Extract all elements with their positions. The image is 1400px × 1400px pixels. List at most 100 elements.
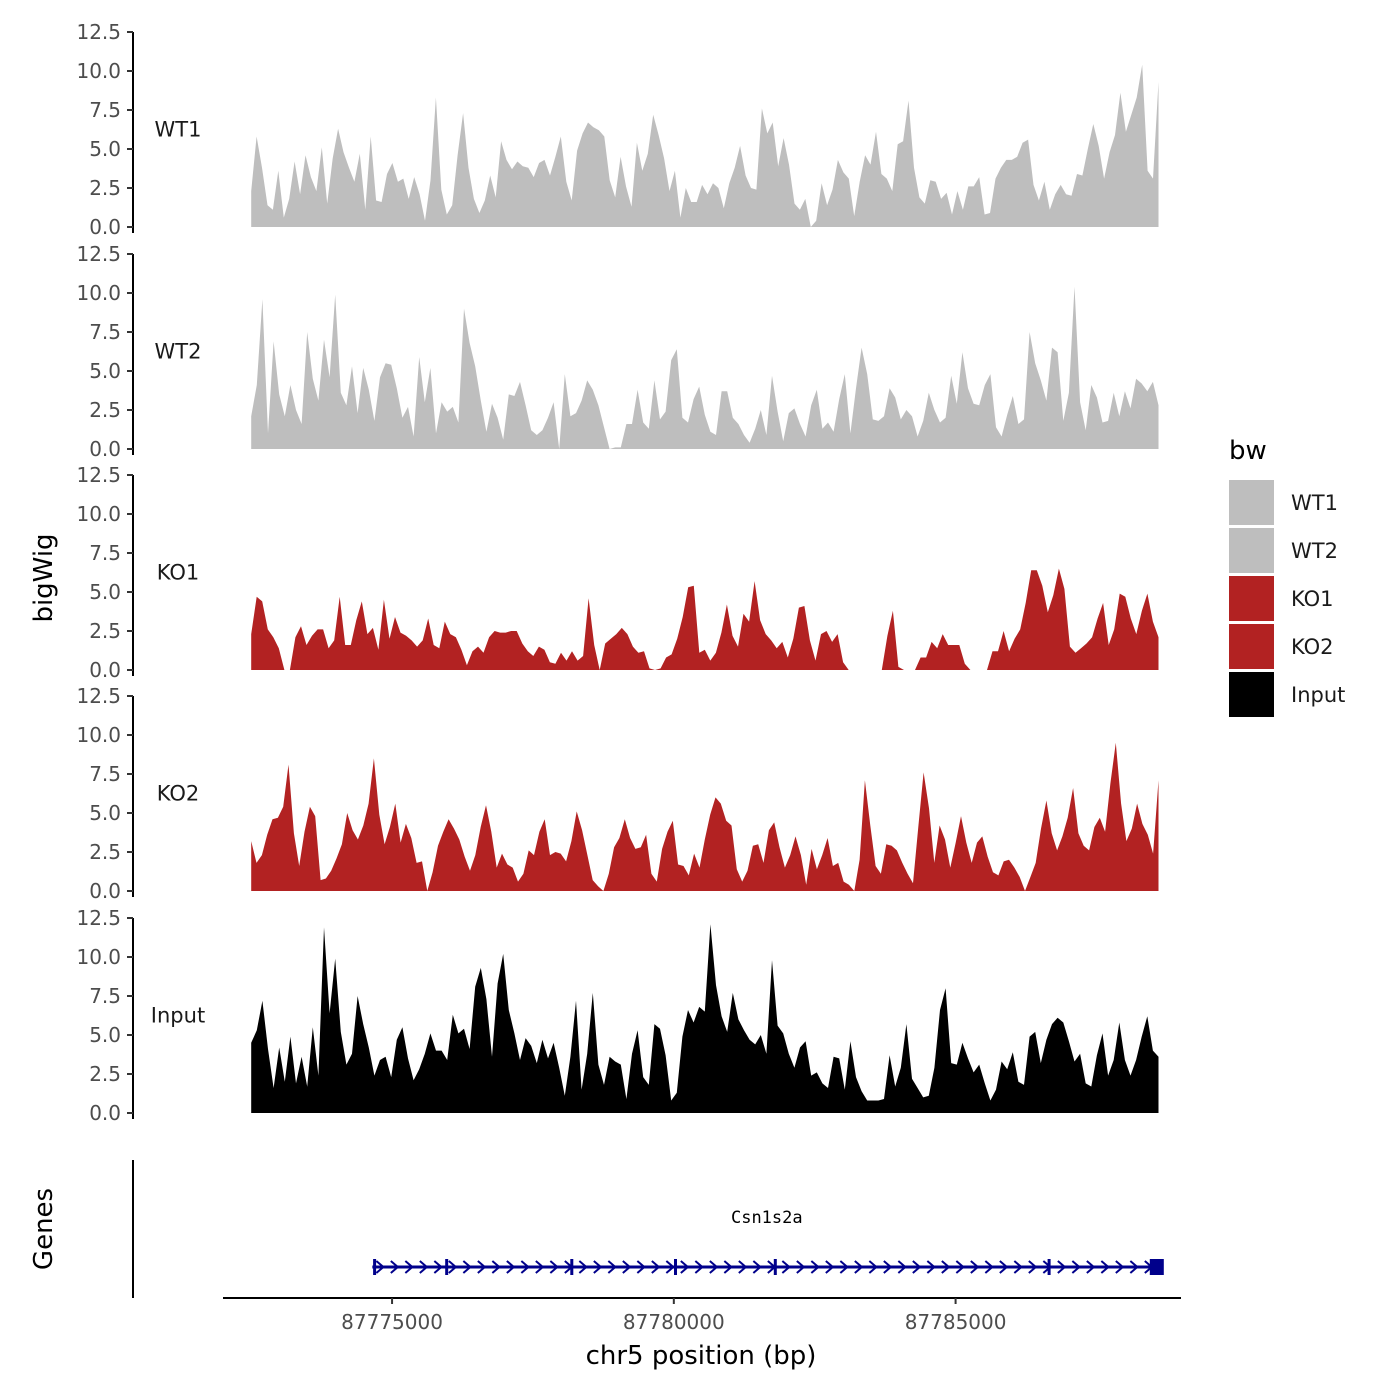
strand-chevron [752,1260,762,1274]
strand-chevron [1028,1260,1038,1274]
strand-chevron [1071,1260,1081,1274]
strand-chevron [839,1260,849,1274]
strand-chevron [883,1260,893,1274]
area-wt2 [251,286,1159,449]
y-tick-label: 7.5 [89,320,121,344]
area-ko1 [251,568,1159,670]
strand-chevron [926,1260,936,1274]
strand-chevron [970,1260,980,1274]
y-tick-label: 2.5 [89,1062,121,1086]
bigwig-tracks: 0.0 2.5 5.0 7.5 10.0 12.5 WT1 0.0 2.5 5.0 7.5 10.0 1… [76,20,1159,1125]
strand-chevron [941,1260,951,1274]
gene-exon [1047,1259,1051,1275]
track-label-ko2: KO2 [157,782,200,806]
y-tick-label: 2.5 [89,619,121,643]
strand-chevron [854,1260,864,1274]
strand-chevron [419,1260,429,1274]
legend-label-wt2: WT2 [1291,539,1338,563]
y-tick-label: 10.0 [76,281,121,305]
y-tick-label: 5.0 [89,580,121,604]
y-tick-label: 7.5 [89,98,121,122]
y-tick-label: 10.0 [76,723,121,747]
track-ko2: 0.0 2.5 5.0 7.5 10.0 12.5 KO2 [76,684,1159,903]
strand-chevron [520,1260,530,1274]
y-tick-label: 10.0 [76,945,121,969]
y-tick-label: 12.5 [76,242,121,266]
strand-chevron [1057,1260,1067,1274]
genes-track: Genes Csn1s2a 87775000 87780000 87785000 [29,1160,1181,1334]
strand-chevron [796,1260,806,1274]
strand-chevron [738,1260,748,1274]
legend-swatch-ko2 [1229,624,1274,669]
strand-chevron [825,1260,835,1274]
strand-chevron [1115,1260,1125,1274]
x-tick-label: 87785000 [905,1310,1007,1334]
track-wt2: 0.0 2.5 5.0 7.5 10.0 12.5 WT2 [76,242,1159,461]
y-tick-label: 10.0 [76,59,121,83]
strand-chevron [535,1260,545,1274]
strand-chevron [390,1260,400,1274]
strand-chevron [593,1260,603,1274]
gene-name-label: Csn1s2a [731,1208,803,1228]
y-tick-label: 12.5 [76,684,121,708]
y-tick-label: 5.0 [89,359,121,383]
y-tick-label: 0.0 [89,658,121,682]
strand-chevron [404,1260,414,1274]
y-tick-label: 2.5 [89,176,121,200]
strand-chevron [955,1260,965,1274]
area-wt1 [251,64,1159,227]
y-tick-label: 7.5 [89,541,121,565]
legend-label-input: Input [1291,683,1345,707]
strand-chevron [506,1260,516,1274]
strand-chevron [912,1260,922,1274]
strand-chevron [680,1260,690,1274]
legend: bw WT1 WT2 KO1 KO2 Input [1229,436,1345,717]
gene-exon [445,1259,449,1275]
gene-exon [773,1259,777,1275]
legend-swatch-wt2 [1229,528,1274,573]
gene-exon [674,1259,677,1275]
strand-chevron [651,1260,661,1274]
strand-chevron [709,1260,719,1274]
gene-exon [1149,1259,1164,1275]
y-tick-label: 0.0 [89,1101,121,1125]
strand-chevron [375,1260,385,1274]
y-tick-label: 12.5 [76,463,121,487]
strand-chevron [578,1260,588,1274]
x-axis-title: chr5 position (bp) [586,1341,817,1371]
y-axis-title: bigWig [29,533,59,622]
y-tick-label: 12.5 [76,20,121,44]
y-tick-label: 5.0 [89,801,121,825]
strand-chevron [984,1260,994,1274]
strand-chevron [622,1260,632,1274]
area-ko2 [251,742,1159,891]
strand-chevron [477,1260,487,1274]
area-input [251,924,1159,1113]
strand-chevron [694,1260,704,1274]
track-label-wt2: WT2 [155,340,202,364]
gene-exon [373,1259,377,1275]
track-input: 0.0 2.5 5.0 7.5 10.0 12.5 Input [76,906,1159,1125]
y-tick-label: 0.0 [89,437,121,461]
strand-chevron [491,1260,501,1274]
strand-chevron [810,1260,820,1274]
legend-label-wt1: WT1 [1291,491,1338,515]
legend-swatch-wt1 [1229,480,1274,525]
legend-title: bw [1229,436,1267,466]
strand-chevron [448,1260,458,1274]
strand-chevron [1129,1260,1139,1274]
track-label-input: Input [151,1004,205,1028]
legend-label-ko1: KO1 [1291,587,1334,611]
x-tick-label: 87775000 [341,1310,443,1334]
y-tick-label: 0.0 [89,215,121,239]
y-tick-label: 5.0 [89,137,121,161]
track-wt1: 0.0 2.5 5.0 7.5 10.0 12.5 WT1 [76,20,1159,239]
y-tick-label: 2.5 [89,840,121,864]
strand-chevron [462,1260,472,1274]
strand-chevron [897,1260,907,1274]
y-tick-label: 0.0 [89,879,121,903]
x-tick-label: 87780000 [623,1310,725,1334]
strand-chevron [549,1260,559,1274]
strand-chevron [781,1260,791,1274]
